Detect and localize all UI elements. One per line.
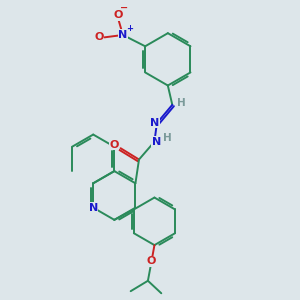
Text: +: + [126,24,133,33]
Text: O: O [94,32,104,42]
Text: N: N [118,30,128,40]
Text: O: O [109,140,119,150]
Text: N: N [88,203,98,213]
Text: −: − [120,3,128,13]
Text: H: H [177,98,186,108]
Text: O: O [147,256,156,266]
Text: N: N [150,118,159,128]
Text: N: N [152,137,161,147]
Text: O: O [114,10,123,20]
Text: H: H [163,133,171,143]
